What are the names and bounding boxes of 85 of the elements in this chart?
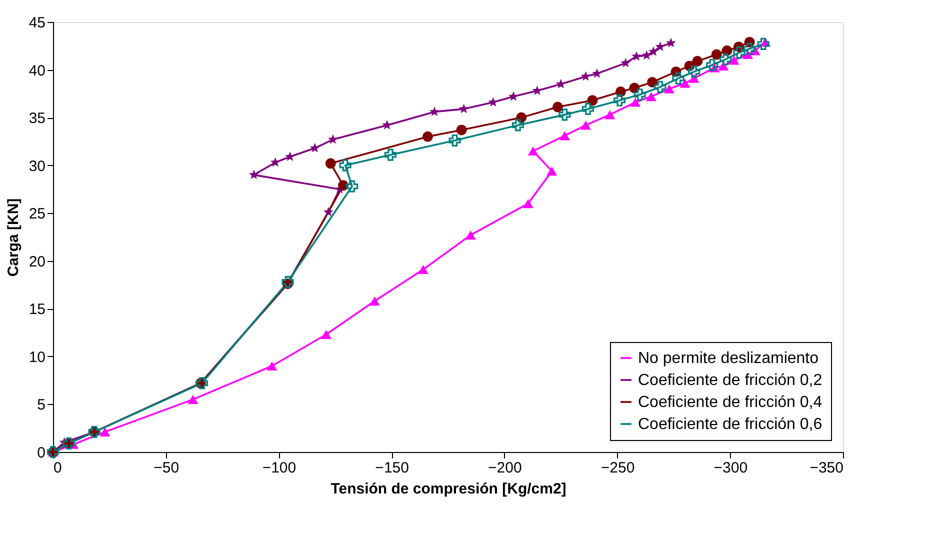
- point: [508, 91, 518, 101]
- point: [100, 427, 110, 436]
- point: [248, 170, 259, 180]
- point: [692, 56, 703, 66]
- point: [270, 157, 280, 167]
- point: [369, 296, 380, 306]
- point: [188, 394, 198, 404]
- x-tick-label: −150: [375, 460, 409, 476]
- point: [666, 38, 676, 48]
- point: [552, 102, 563, 112]
- point: [325, 158, 336, 169]
- point: [465, 230, 476, 240]
- y-tick-label: 25: [28, 206, 46, 223]
- point: [559, 131, 570, 140]
- point: [580, 120, 591, 130]
- point: [582, 102, 594, 115]
- point: [706, 58, 718, 72]
- point: [558, 108, 571, 121]
- point: [604, 110, 616, 120]
- y-tick-label: 35: [28, 110, 46, 128]
- point: [556, 78, 566, 88]
- y-tick-label: 30: [28, 158, 46, 175]
- point: [384, 148, 396, 161]
- point: [266, 361, 278, 371]
- point: [744, 42, 756, 55]
- x-tick-label: −350: [810, 460, 844, 476]
- point: [646, 92, 656, 102]
- point: [458, 104, 469, 114]
- y-axis-title: Carga [KN]: [4, 198, 22, 277]
- point: [448, 134, 461, 147]
- point: [614, 94, 626, 106]
- x-axis-title: Tensión de compresión [Kg/cm2]: [330, 480, 566, 498]
- legend-label: Coeficiente de fricción 0,6: [638, 416, 822, 433]
- point: [456, 124, 467, 136]
- point: [654, 80, 666, 94]
- point: [196, 377, 208, 390]
- x-tick-label: −100: [262, 460, 296, 476]
- point: [310, 142, 320, 152]
- point: [631, 51, 642, 61]
- point: [620, 58, 631, 68]
- point: [647, 76, 658, 88]
- point: [728, 56, 740, 65]
- y-tick-label: 15: [28, 301, 46, 318]
- point: [592, 68, 602, 78]
- point: [648, 46, 658, 56]
- point: [672, 72, 684, 84]
- point: [323, 206, 334, 216]
- point: [418, 264, 428, 274]
- point: [546, 166, 558, 176]
- point: [522, 199, 534, 208]
- point: [688, 66, 700, 78]
- point: [634, 88, 646, 101]
- legend-label: No permite deslizamiento: [638, 350, 819, 367]
- point: [664, 84, 674, 94]
- y-tick-label: 10: [28, 348, 46, 366]
- point: [528, 146, 538, 156]
- point: [733, 46, 746, 59]
- x-tick-label: −50: [154, 460, 180, 476]
- y-tick-label: 40: [28, 62, 46, 80]
- point: [642, 50, 652, 60]
- point: [630, 98, 641, 107]
- point: [580, 71, 591, 81]
- legend-label: Coeficiente de fricción 0,2: [638, 372, 822, 389]
- x-tick-label: −250: [600, 460, 635, 476]
- y-tick-label: 5: [37, 396, 46, 414]
- point: [346, 180, 358, 192]
- y-tick-label: 45: [28, 14, 46, 32]
- x-tick-label: 0: [54, 460, 62, 476]
- point: [587, 95, 598, 106]
- y-tick-label: 20: [28, 253, 46, 270]
- x-tick-label: −200: [488, 460, 522, 476]
- point: [285, 151, 295, 161]
- point: [328, 134, 338, 144]
- point: [320, 330, 332, 340]
- point: [512, 119, 524, 132]
- point: [339, 159, 352, 172]
- point: [422, 131, 433, 142]
- point: [429, 106, 440, 116]
- point: [680, 78, 690, 88]
- point: [757, 38, 770, 50]
- y-tick-label: 0: [37, 444, 46, 462]
- point: [720, 53, 732, 66]
- point: [711, 49, 722, 60]
- x-tick-label: −300: [714, 460, 748, 476]
- legend-label: Coeficiente de fricción 0,4: [638, 394, 822, 411]
